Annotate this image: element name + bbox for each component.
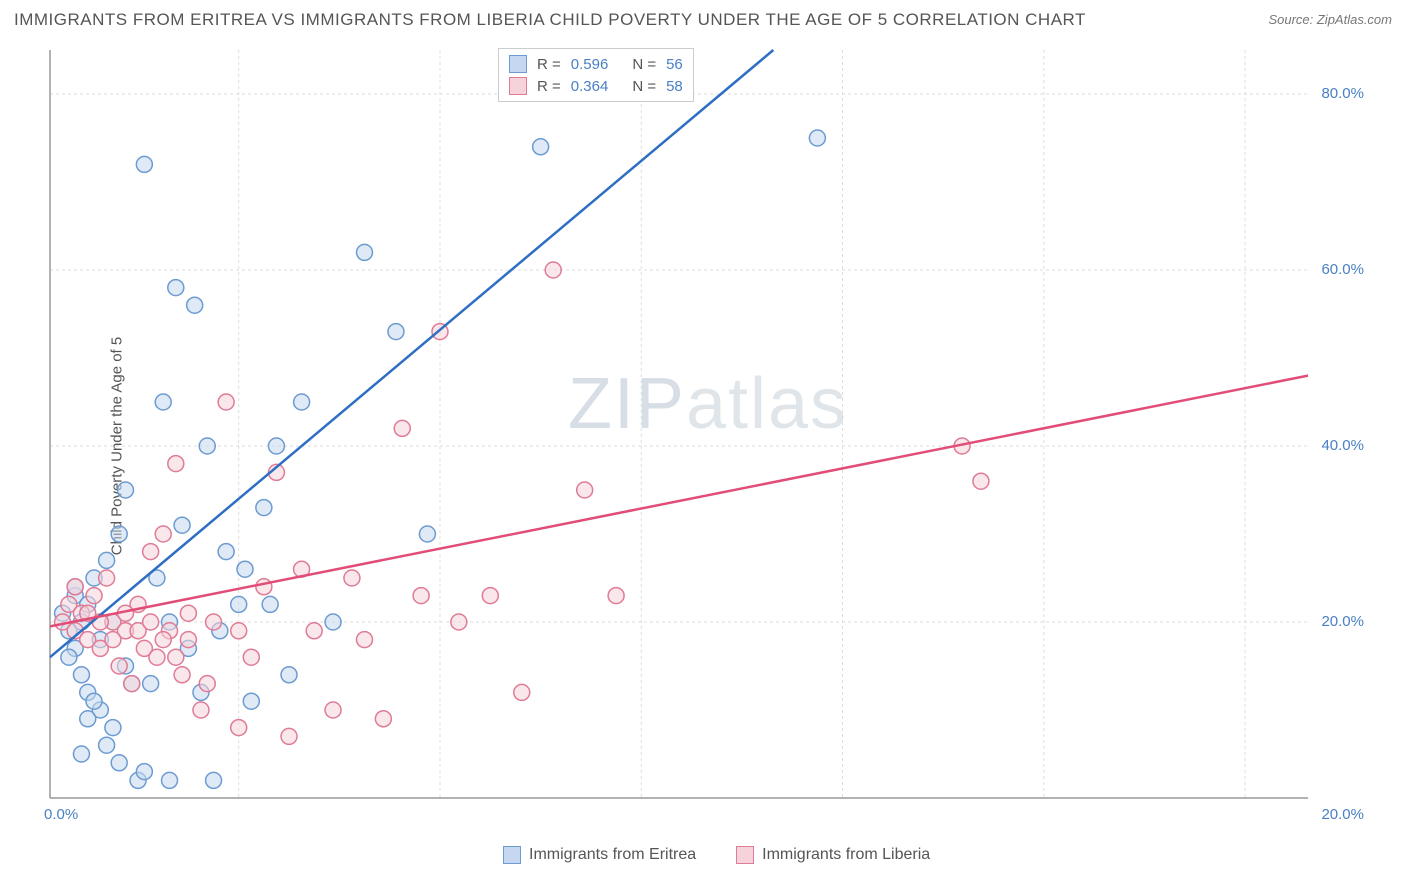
legend-n-label: N = <box>632 78 656 95</box>
legend-r-label: R = <box>537 56 561 73</box>
legend-r-value: 0.364 <box>571 78 609 95</box>
series-legend-item: Immigrants from Eritrea <box>503 846 696 864</box>
source-prefix: Source: <box>1268 12 1316 27</box>
scatter-chart-svg <box>48 48 1368 838</box>
y-tick-label: 80.0% <box>1321 85 1364 102</box>
source-attribution: Source: ZipAtlas.com <box>1268 12 1392 27</box>
series-legend: Immigrants from Eritrea Immigrants from L… <box>503 846 930 864</box>
legend-row: R = 0.596 N = 56 <box>509 53 683 75</box>
legend-swatch <box>509 77 527 95</box>
legend-n-label: N = <box>632 56 656 73</box>
series-name: Immigrants from Liberia <box>762 846 930 864</box>
legend-row: R = 0.364 N = 58 <box>509 75 683 97</box>
y-tick-label: 60.0% <box>1321 261 1364 278</box>
chart-plot-area: ZIPatlas R =0.596N =56R =0.364N =58 Immi… <box>48 48 1368 838</box>
chart-title: IMMIGRANTS FROM ERITREA VS IMMIGRANTS FR… <box>14 10 1086 30</box>
legend-r-value: 0.596 <box>571 56 609 73</box>
legend-r-label: R = <box>537 78 561 95</box>
legend-swatch <box>503 846 521 864</box>
series-legend-item: Immigrants from Liberia <box>736 846 930 864</box>
y-tick-label: 20.0% <box>1321 613 1364 630</box>
correlation-legend: R = 0.596 N = 56 R = 0.364 N = 58 <box>498 48 694 102</box>
source-name: ZipAtlas.com <box>1317 12 1392 27</box>
legend-swatch <box>509 55 527 73</box>
x-tick-label: 0.0% <box>44 806 78 823</box>
y-tick-label: 40.0% <box>1321 437 1364 454</box>
legend-n-value: 56 <box>666 56 683 73</box>
series-name: Immigrants from Eritrea <box>529 846 696 864</box>
legend-swatch <box>736 846 754 864</box>
x-tick-label: 20.0% <box>1321 806 1364 823</box>
legend-n-value: 58 <box>666 78 683 95</box>
